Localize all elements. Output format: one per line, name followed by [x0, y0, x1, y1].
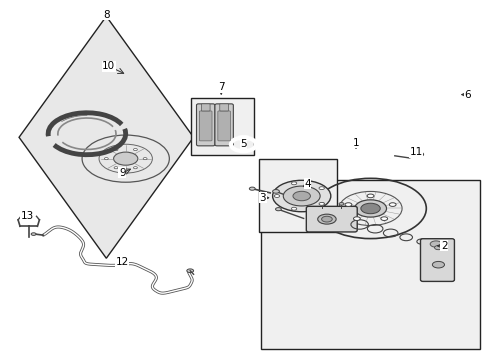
Ellipse shape [319, 203, 324, 205]
Text: 4: 4 [304, 179, 310, 189]
Ellipse shape [291, 207, 296, 210]
Ellipse shape [354, 200, 386, 217]
Ellipse shape [338, 203, 343, 205]
Ellipse shape [272, 180, 330, 212]
Text: 7: 7 [218, 82, 224, 93]
Ellipse shape [292, 191, 310, 201]
Ellipse shape [380, 217, 387, 220]
Ellipse shape [104, 158, 108, 160]
Ellipse shape [429, 241, 441, 247]
Text: 3: 3 [259, 193, 265, 203]
Ellipse shape [366, 194, 373, 198]
Bar [259, 159, 336, 231]
Bar [261, 180, 479, 349]
Ellipse shape [133, 167, 137, 169]
Ellipse shape [31, 233, 36, 235]
Ellipse shape [143, 158, 147, 160]
Ellipse shape [114, 149, 118, 150]
Text: 11: 11 [408, 147, 422, 157]
Text: 6: 6 [463, 90, 470, 100]
Ellipse shape [275, 208, 281, 211]
Text: 1: 1 [352, 138, 359, 148]
Ellipse shape [317, 214, 335, 224]
Ellipse shape [353, 217, 360, 220]
Ellipse shape [434, 246, 442, 250]
Ellipse shape [272, 190, 279, 193]
Text: 10: 10 [102, 61, 115, 71]
Ellipse shape [431, 261, 444, 268]
Ellipse shape [249, 187, 255, 190]
Bar [191, 98, 254, 155]
Ellipse shape [388, 203, 395, 206]
FancyBboxPatch shape [420, 239, 453, 282]
Text: 9: 9 [119, 168, 125, 178]
FancyBboxPatch shape [196, 104, 215, 146]
Ellipse shape [426, 239, 445, 249]
FancyBboxPatch shape [215, 104, 233, 146]
FancyBboxPatch shape [217, 111, 230, 141]
Ellipse shape [113, 152, 138, 165]
Text: 8: 8 [103, 9, 109, 19]
Ellipse shape [321, 216, 331, 222]
Text: 13: 13 [20, 211, 34, 221]
Ellipse shape [291, 182, 296, 185]
Text: 2: 2 [440, 241, 447, 251]
FancyBboxPatch shape [199, 111, 212, 141]
Ellipse shape [133, 149, 137, 150]
Ellipse shape [318, 187, 324, 190]
Ellipse shape [360, 203, 380, 214]
FancyBboxPatch shape [305, 206, 357, 232]
Text: 12: 12 [116, 257, 129, 267]
Text: 5: 5 [240, 139, 246, 149]
FancyBboxPatch shape [201, 104, 210, 111]
Ellipse shape [345, 203, 351, 206]
Ellipse shape [283, 186, 320, 206]
Ellipse shape [274, 194, 279, 197]
Polygon shape [19, 16, 193, 258]
FancyBboxPatch shape [219, 104, 228, 111]
Ellipse shape [114, 167, 118, 169]
Ellipse shape [186, 269, 193, 273]
Ellipse shape [318, 202, 324, 205]
